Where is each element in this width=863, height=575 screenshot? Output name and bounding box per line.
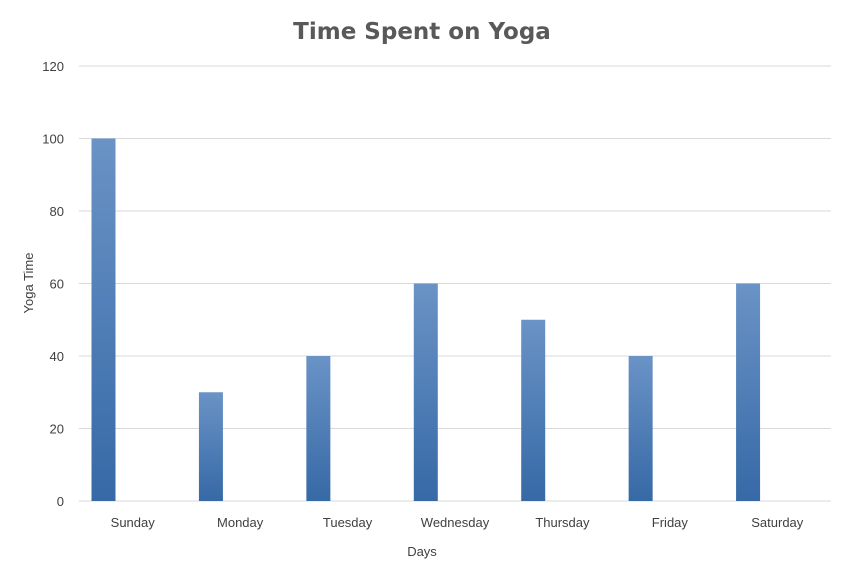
bars xyxy=(91,138,761,501)
x-tick-label-sunday: Sunday xyxy=(111,515,156,530)
y-tick-label: 120 xyxy=(42,59,64,74)
bar-saturday xyxy=(736,283,761,501)
y-tick-label: 40 xyxy=(50,349,64,364)
bar-wednesday xyxy=(413,283,438,501)
y-tick-label: 60 xyxy=(50,277,64,292)
gridlines xyxy=(79,65,831,502)
y-tick-label: 100 xyxy=(42,132,64,147)
x-tick-label-saturday: Saturday xyxy=(751,515,804,530)
x-axis-label: Days xyxy=(407,544,437,559)
bar-thursday xyxy=(521,319,546,501)
y-tick-label: 0 xyxy=(57,494,64,509)
y-tick-label: 80 xyxy=(50,204,64,219)
y-axis-label: Yoga Time xyxy=(21,253,36,314)
x-tick-label-wednesday: Wednesday xyxy=(421,515,490,530)
x-axis-ticks: Sunday Monday Tuesday Wednesday Thursday Frid… xyxy=(111,515,804,530)
bar-monday xyxy=(198,392,223,501)
x-tick-label-friday: Friday xyxy=(652,515,689,530)
x-tick-label-thursday: Thursday xyxy=(535,515,590,530)
bar-tuesday xyxy=(306,356,331,501)
x-tick-label-tuesday: Tuesday xyxy=(323,515,373,530)
chart-title: Time Spent on Yoga xyxy=(293,19,551,45)
x-tick-label-monday: Monday xyxy=(217,515,264,530)
bar-sunday xyxy=(91,138,116,501)
y-tick-label: 20 xyxy=(50,422,64,437)
y-axis-ticks: 0 20 40 60 80 100 120 xyxy=(42,59,64,509)
bar-friday xyxy=(628,356,653,501)
